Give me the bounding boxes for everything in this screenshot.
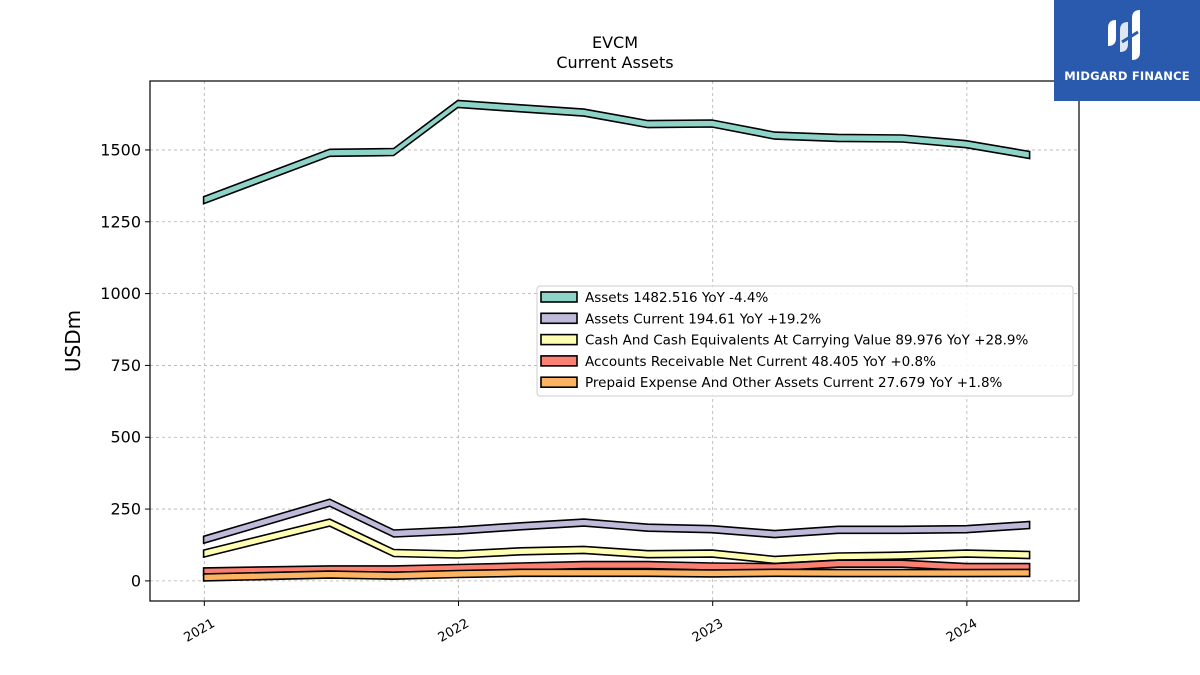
legend-label: Assets 1482.516 YoY -4.4% xyxy=(585,290,769,306)
plot-frame xyxy=(149,80,1080,602)
chart-title: EVCM xyxy=(592,33,638,52)
y-axis-label: USDm xyxy=(61,310,85,372)
series-line-1 xyxy=(202,99,1031,205)
y-tick-label: 1250 xyxy=(100,212,141,231)
legend: Assets 1482.516 YoY -4.4% Assets Current … xyxy=(536,285,1074,397)
y-tick-label: 250 xyxy=(110,500,141,519)
legend-label: Accounts Receivable Net Current 48.405 Y… xyxy=(585,354,936,370)
y-tick-label: 1000 xyxy=(100,284,141,303)
x-tick-label: 2021 xyxy=(181,616,217,646)
x-axis: 2021 2022 2023 2024 xyxy=(181,601,980,646)
legend-swatch xyxy=(540,355,578,367)
series-line-5 xyxy=(202,568,1031,582)
logo-text: MIDGARD FINANCE xyxy=(1064,69,1190,83)
legend-swatch xyxy=(540,376,578,389)
series-line-3 xyxy=(202,518,1031,565)
midgard-finance-logo: MIDGARD FINANCE xyxy=(1054,0,1200,101)
x-tick-label: 2022 xyxy=(436,616,472,646)
y-tick-label: 0 xyxy=(131,571,141,590)
legend-label: Assets Current 194.61 YoY +19.2% xyxy=(585,311,821,327)
series-line-2 xyxy=(202,498,1031,545)
x-tick-label: 2024 xyxy=(944,616,980,646)
logo-mark-icon xyxy=(1108,10,1140,60)
legend-swatch xyxy=(540,333,578,346)
y-tick-label: 1500 xyxy=(100,140,141,159)
series-layer xyxy=(202,99,1031,582)
y-tick-label: 500 xyxy=(110,428,141,447)
legend-label: Prepaid Expense And Other Assets Current… xyxy=(585,375,1003,391)
x-tick-label: 2023 xyxy=(690,616,726,646)
chart-subtitle: Current Assets xyxy=(556,53,673,72)
y-tick-label: 750 xyxy=(110,356,141,375)
legend-swatch xyxy=(540,312,578,325)
legend-frame xyxy=(536,285,1074,397)
legend-label: Cash And Cash Equivalents At Carrying Va… xyxy=(585,333,1029,349)
y-axis: 0 250 500 750 1000 1250 1500 xyxy=(100,140,150,590)
legend-swatch xyxy=(540,291,578,303)
